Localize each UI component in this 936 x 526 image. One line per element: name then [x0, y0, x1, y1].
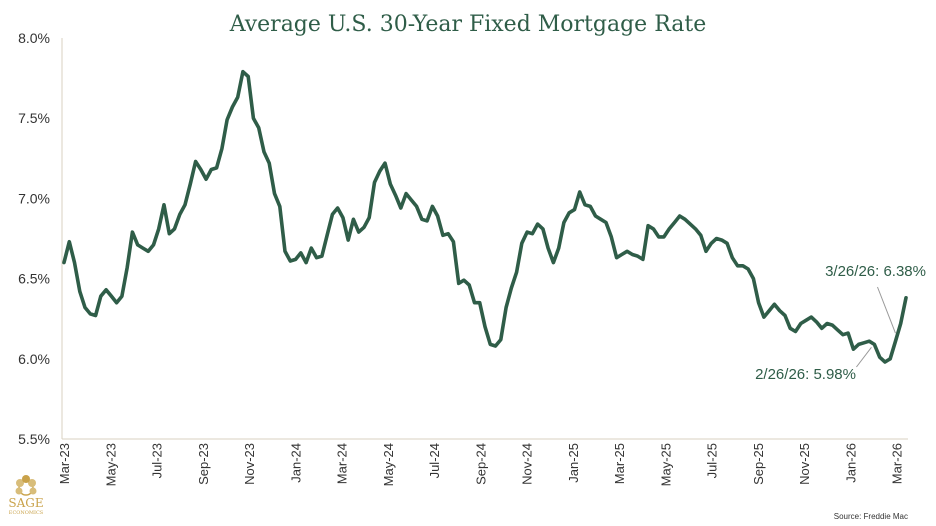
- x-tick-label: Mar-23: [57, 443, 72, 484]
- x-tick-label: Nov-25: [797, 443, 812, 485]
- x-tick-label: Jan-24: [288, 443, 303, 483]
- x-tick-label: Jul-23: [150, 443, 165, 478]
- source-note: Source: Freddie Mac: [834, 512, 908, 521]
- chart-title: Average U.S. 30-Year Fixed Mortgage Rate: [229, 12, 707, 37]
- x-tick-label: Sep-23: [196, 443, 211, 485]
- x-axis: Mar-23 May-23 Jul-23 Sep-23 Nov-23 Jan-24 Mar-…: [57, 438, 908, 486]
- x-tick-label: Mar-25: [612, 443, 627, 484]
- x-tick-label: May-24: [381, 443, 396, 486]
- x-tick-label: Jul-24: [427, 443, 442, 478]
- x-tick-label: May-25: [658, 443, 673, 486]
- x-tick-label: May-23: [103, 443, 118, 486]
- y-axis: 8.0% 7.5% 7.0% 6.5% 6.0% 5.5%: [18, 30, 63, 447]
- x-tick-label: Nov-24: [520, 443, 535, 485]
- y-tick-label: 5.5%: [18, 431, 50, 447]
- y-tick-label: 8.0%: [18, 30, 50, 46]
- sage-leaf-icon: [15, 475, 37, 496]
- annotation-label-low: 2/26/26: 5.98%: [755, 366, 856, 383]
- plot-area: [62, 69, 908, 364]
- x-tick-label: Jan-26: [843, 443, 858, 483]
- x-tick-label: Sep-25: [751, 443, 766, 485]
- annotation-label-latest: 3/26/26: 6.38%: [825, 263, 926, 280]
- y-tick-label: 7.0%: [18, 190, 50, 206]
- logo-name: SAGE: [8, 496, 43, 510]
- annotation-leader: [856, 347, 872, 368]
- annotation-leader: [877, 286, 896, 334]
- x-tick-label: Jul-25: [705, 443, 720, 478]
- sage-logo: SAGE ECONOMICS: [8, 475, 44, 516]
- x-tick-label: Sep-24: [473, 443, 488, 485]
- logo-subtitle: ECONOMICS: [9, 510, 44, 516]
- annotations: 3/26/26: 6.38% 2/26/26: 5.98%: [755, 263, 926, 383]
- y-tick-label: 6.5%: [18, 271, 50, 287]
- y-tick-label: 7.5%: [18, 110, 50, 126]
- x-tick-label: Mar-26: [890, 443, 905, 484]
- x-tick-label: Mar-24: [335, 443, 350, 484]
- y-tick-label: 6.0%: [18, 351, 50, 367]
- rate-series-line: [62, 69, 908, 364]
- x-tick-label: Jan-25: [566, 443, 581, 483]
- x-tick-label: Nov-23: [242, 443, 257, 485]
